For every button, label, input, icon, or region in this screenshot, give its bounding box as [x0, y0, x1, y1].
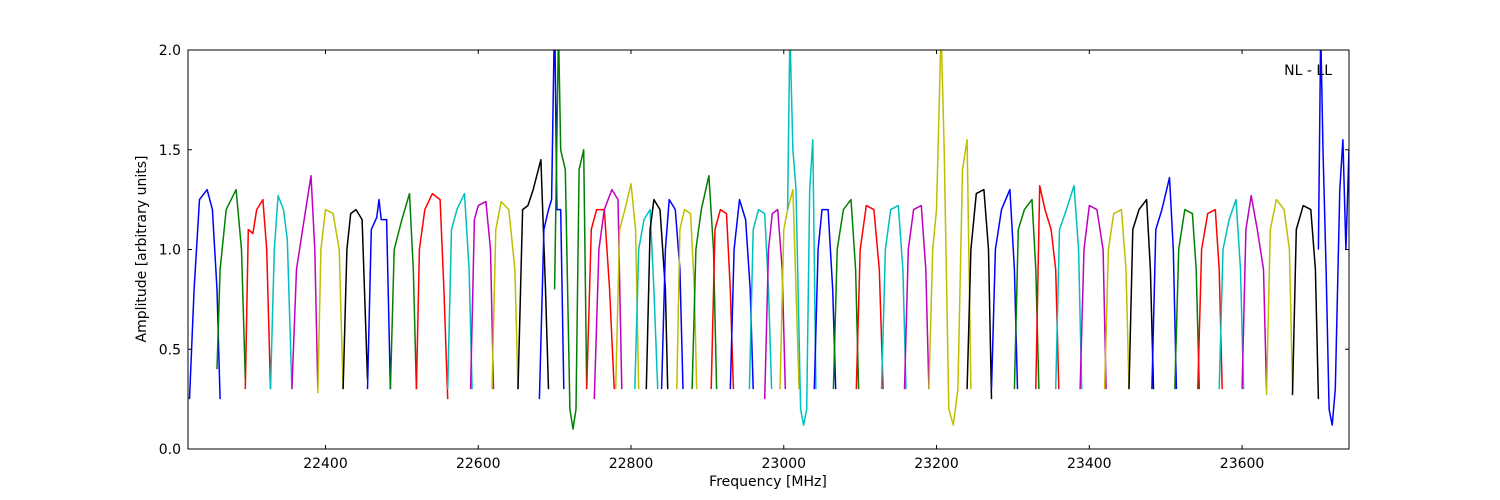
- series-line-12: [491, 200, 519, 390]
- y-tick-label: 2.0: [159, 43, 181, 59]
- series-layer: [188, 50, 1349, 430]
- series-line-5: [317, 208, 344, 394]
- series-line-17: [593, 188, 623, 400]
- x-axis-label: Frequency [MHz]: [709, 474, 827, 490]
- series-line-2: [244, 198, 272, 390]
- series-line-11: [469, 200, 495, 390]
- y-tick-label: 0.5: [159, 342, 181, 358]
- series-line-32: [855, 204, 884, 390]
- y-axis: 0.0 0.5 1.0 1.5 2.0: [159, 43, 1349, 458]
- series-line-3: [269, 194, 293, 390]
- series-line-31: [832, 198, 860, 390]
- series-line-34: [903, 204, 930, 390]
- series-line-50: [1291, 204, 1320, 400]
- series-line-30: [813, 208, 837, 390]
- x-axis: 22400 22600 22800 23000 23200 23400 23600: [303, 50, 1264, 472]
- series-line-20: [645, 198, 669, 390]
- series-line-18: [614, 182, 640, 390]
- series-line-24: [710, 208, 735, 390]
- series-line-40: [1054, 184, 1083, 390]
- series-line-8: [389, 192, 418, 390]
- series-line-1: [216, 188, 247, 380]
- x-tick-label: 22800: [609, 456, 654, 472]
- series-line-0: [188, 188, 221, 400]
- y-tick-label: 1.5: [159, 143, 181, 159]
- panel-annotation: NL - LL: [1284, 63, 1332, 79]
- y-tick-label: 1.0: [159, 243, 181, 259]
- series-line-7: [366, 198, 392, 390]
- series-line-13: [517, 158, 550, 390]
- series-line-35: [928, 50, 972, 426]
- series-line-43: [1128, 198, 1155, 390]
- series-line-39: [1035, 184, 1060, 390]
- y-tick-label: 0.0: [159, 442, 181, 458]
- series-line-49: [1265, 198, 1294, 396]
- series-line-19: [634, 208, 659, 390]
- series-line-51: [1317, 50, 1349, 426]
- series-line-46: [1197, 208, 1223, 390]
- series-line-36: [966, 188, 993, 400]
- series-line-28: [779, 188, 800, 390]
- series-line-16: [585, 208, 615, 390]
- series-line-45: [1174, 208, 1201, 390]
- series-line-14: [538, 50, 565, 400]
- series-line-48: [1241, 194, 1268, 390]
- series-line-42: [1103, 208, 1130, 390]
- series-line-38: [1013, 198, 1040, 390]
- x-tick-label: 23400: [1067, 456, 1112, 472]
- series-line-15: [553, 50, 588, 430]
- series-line-44: [1151, 176, 1178, 390]
- series-line-9: [415, 192, 449, 400]
- series-line-10: [446, 192, 473, 390]
- series-line-41: [1079, 204, 1107, 390]
- series-line-26: [748, 208, 773, 390]
- y-axis-label: Amplitude [arbitrary units]: [134, 156, 150, 343]
- x-tick-label: 22600: [456, 456, 501, 472]
- series-line-6: [342, 208, 369, 390]
- series-line-4: [291, 174, 319, 390]
- series-line-37: [990, 188, 1019, 390]
- x-tick-label: 23200: [914, 456, 959, 472]
- series-line-33: [880, 204, 907, 390]
- series-line-47: [1218, 198, 1245, 390]
- series-line-21: [660, 198, 684, 390]
- x-tick-label: 23600: [1220, 456, 1265, 472]
- x-tick-label: 23000: [762, 456, 807, 472]
- series-line-29: [786, 50, 817, 426]
- x-tick-label: 22400: [303, 456, 348, 472]
